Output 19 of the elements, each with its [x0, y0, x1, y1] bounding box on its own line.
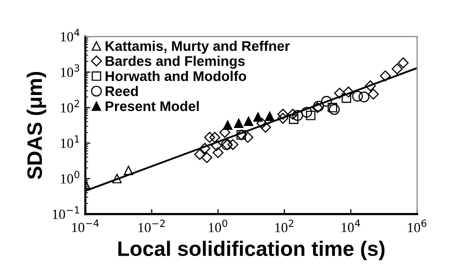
y-tick-label: 10$^{−1}$ [52, 206, 80, 219]
legend-label: Kattamis, Murty and Reffner [106, 40, 290, 54]
y-axis-title: SDAS (μm) [26, 72, 46, 180]
x-tick-label: 10$^{−2}$ [138, 220, 165, 232]
x-tick-label: 10$^{2}$ [275, 220, 294, 232]
y-tick-label: 10$^{3}$ [60, 64, 80, 78]
x-tick-label: 10$^{4}$ [342, 220, 360, 232]
x-tick-label: 10$^{0}$ [208, 220, 228, 232]
legend-label: Reed [106, 86, 138, 96]
legend-label: Horwath and Modolfo [106, 70, 246, 82]
y-tick-label: 10$^{4}$ [60, 28, 80, 42]
y-tick-label: 10$^{1}$ [60, 135, 80, 148]
x-tick-label: 10$^{−4}$ [72, 220, 99, 232]
y-tick-label: 10$^{2}$ [60, 100, 79, 113]
legend-label: Bardes and Flemings [106, 56, 245, 69]
y-tick-label: 10$^{0}$ [60, 170, 80, 184]
legend-label: Present Model [106, 100, 199, 112]
x-tick-label: 10$^{6}$ [408, 220, 426, 232]
x-axis-title: Local solidification time (s) [118, 240, 384, 260]
